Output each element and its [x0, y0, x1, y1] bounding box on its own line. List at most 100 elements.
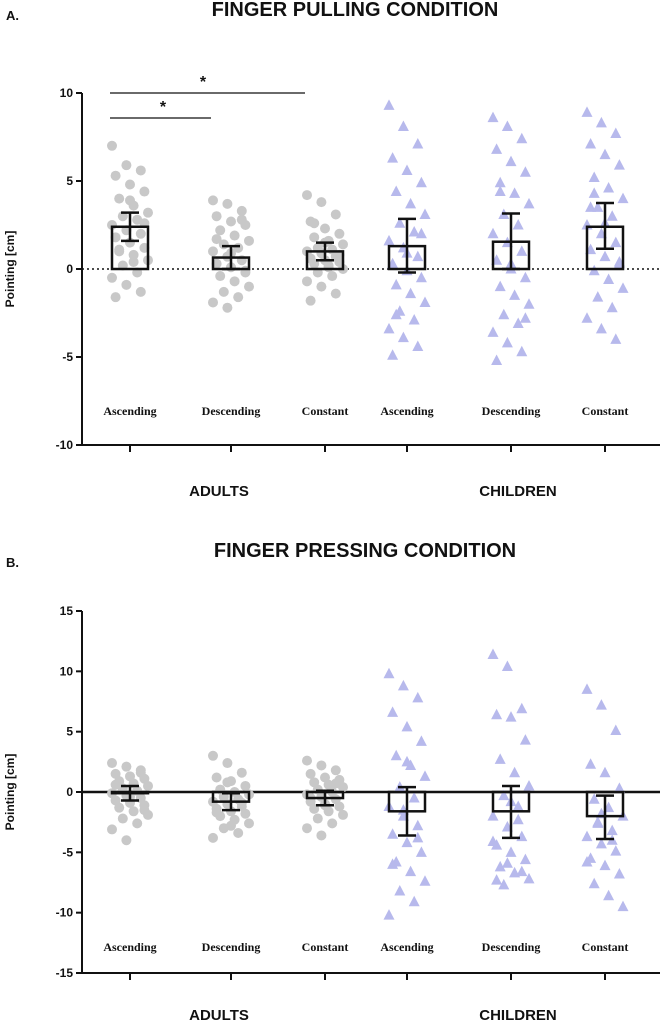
data-point — [408, 226, 420, 237]
data-point — [588, 187, 600, 198]
data-point — [334, 228, 345, 239]
data-point — [491, 354, 503, 366]
data-point — [302, 823, 312, 834]
data-point — [519, 853, 531, 865]
data-point — [519, 312, 531, 323]
y-tick-label: -10 — [56, 438, 74, 452]
data-point — [592, 201, 604, 212]
data-point — [121, 761, 132, 772]
category-label: Ascending — [380, 404, 433, 418]
data-point — [229, 276, 240, 287]
data-point — [320, 223, 330, 234]
data-point — [415, 176, 427, 188]
y-tick-label: 10 — [60, 86, 74, 100]
category-label: Ascending — [103, 940, 156, 954]
group-label: CHILDREN — [479, 483, 557, 500]
data-point — [599, 148, 611, 160]
data-point — [330, 209, 341, 220]
data-point — [309, 218, 320, 229]
data-point — [143, 207, 153, 218]
data-point — [494, 280, 506, 292]
data-point — [415, 271, 427, 283]
data-point — [114, 802, 125, 813]
data-point — [581, 683, 593, 694]
data-point — [613, 868, 625, 879]
data-point — [132, 818, 143, 829]
data-point — [117, 813, 128, 824]
data-point — [512, 813, 524, 825]
data-point — [501, 120, 513, 131]
y-tick-label: 10 — [60, 664, 74, 678]
data-point — [215, 271, 226, 282]
data-point — [405, 865, 417, 877]
panel-letter: B. — [6, 555, 19, 570]
data-point — [233, 828, 244, 839]
data-point — [397, 120, 409, 131]
data-point — [516, 865, 528, 877]
data-point — [617, 192, 629, 204]
category-label: Constant — [302, 404, 349, 418]
data-point — [338, 239, 348, 250]
category-label: Ascending — [380, 940, 433, 954]
data-point — [419, 770, 431, 781]
panel-title: FINGER PRESSING CONDITION — [214, 540, 516, 562]
data-point — [585, 758, 597, 769]
data-point — [405, 197, 417, 209]
data-point — [516, 245, 528, 256]
data-point — [581, 855, 593, 867]
data-point — [107, 272, 117, 283]
data-point — [523, 872, 535, 884]
data-point — [498, 789, 510, 801]
data-point — [498, 308, 510, 320]
y-tick-label: 5 — [66, 725, 73, 739]
data-point — [312, 813, 323, 824]
data-point — [383, 909, 395, 920]
data-point — [519, 271, 531, 283]
data-point — [316, 760, 327, 771]
data-point — [135, 286, 146, 297]
data-point — [512, 800, 524, 811]
data-point — [610, 724, 622, 735]
data-point — [516, 830, 528, 842]
data-point — [512, 219, 524, 230]
data-point — [390, 185, 402, 197]
data-point — [128, 806, 139, 817]
data-point — [494, 860, 506, 872]
data-point — [309, 232, 320, 243]
data-point — [523, 197, 535, 209]
data-point — [114, 244, 125, 255]
data-point — [383, 99, 395, 110]
data-point — [519, 166, 531, 177]
data-point — [208, 297, 218, 308]
data-point — [419, 296, 431, 307]
data-point — [327, 271, 338, 282]
data-point — [302, 755, 312, 766]
data-point — [405, 287, 417, 299]
data-point — [516, 702, 528, 714]
y-tick-label: 0 — [66, 262, 73, 276]
data-point — [415, 735, 427, 746]
data-point — [523, 779, 535, 791]
data-point — [617, 282, 629, 293]
data-point — [595, 837, 607, 849]
data-point — [498, 878, 510, 890]
category-label: Constant — [582, 404, 629, 418]
category-label: Constant — [302, 940, 349, 954]
category-label: Descending — [202, 940, 261, 954]
data-point — [491, 143, 503, 154]
data-point — [401, 164, 413, 175]
data-point — [383, 234, 395, 246]
category-label: Descending — [202, 404, 261, 418]
data-point — [135, 165, 146, 176]
data-point — [585, 138, 597, 149]
data-point — [505, 711, 517, 722]
y-tick-label: -5 — [62, 350, 73, 364]
data-point — [208, 750, 218, 761]
significance-star: * — [200, 74, 207, 91]
data-point — [505, 846, 517, 857]
data-point — [588, 877, 600, 889]
data-point — [316, 281, 327, 292]
panel-letter: A. — [6, 8, 19, 23]
data-point — [408, 792, 420, 803]
data-point — [143, 780, 153, 791]
